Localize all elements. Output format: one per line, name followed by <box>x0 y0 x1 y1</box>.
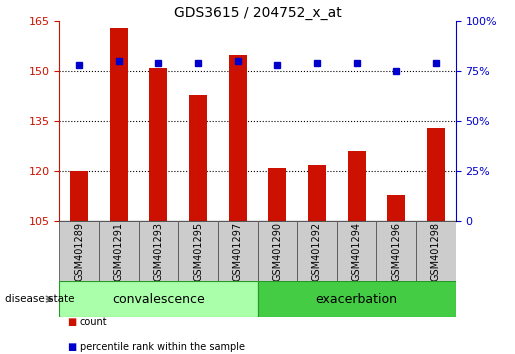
Text: convalescence: convalescence <box>112 293 205 306</box>
Bar <box>189 95 207 221</box>
Text: GSM401290: GSM401290 <box>272 222 282 281</box>
Bar <box>258 221 297 281</box>
Bar <box>139 221 178 281</box>
Text: GSM401298: GSM401298 <box>431 222 441 281</box>
Bar <box>387 195 405 221</box>
Bar <box>416 221 456 281</box>
Bar <box>149 68 167 221</box>
Text: exacerbation: exacerbation <box>316 293 398 306</box>
Text: GSM401297: GSM401297 <box>233 222 243 281</box>
Bar <box>337 221 376 281</box>
Text: count: count <box>80 317 108 327</box>
Bar <box>99 221 139 281</box>
Bar <box>218 221 258 281</box>
Text: GSM401293: GSM401293 <box>153 222 163 281</box>
Text: GSM401296: GSM401296 <box>391 222 401 281</box>
Text: GSM401294: GSM401294 <box>352 222 362 281</box>
Bar <box>70 171 88 221</box>
Bar <box>229 55 247 221</box>
Text: ■: ■ <box>67 342 76 352</box>
Bar <box>258 281 456 317</box>
Text: GSM401289: GSM401289 <box>74 222 84 281</box>
Text: percentile rank within the sample: percentile rank within the sample <box>80 342 245 352</box>
Bar <box>297 221 337 281</box>
Text: ■: ■ <box>67 317 76 327</box>
Text: GSM401295: GSM401295 <box>193 222 203 281</box>
Bar <box>59 221 99 281</box>
Title: GDS3615 / 204752_x_at: GDS3615 / 204752_x_at <box>174 6 341 20</box>
Bar <box>348 151 366 221</box>
Bar <box>268 168 286 221</box>
Bar <box>308 165 326 221</box>
Text: disease state: disease state <box>5 294 75 304</box>
Text: GSM401291: GSM401291 <box>114 222 124 281</box>
Bar <box>178 221 218 281</box>
Bar <box>376 221 416 281</box>
Bar <box>59 281 258 317</box>
Bar <box>427 128 445 221</box>
Text: GSM401292: GSM401292 <box>312 222 322 281</box>
Bar <box>110 28 128 221</box>
